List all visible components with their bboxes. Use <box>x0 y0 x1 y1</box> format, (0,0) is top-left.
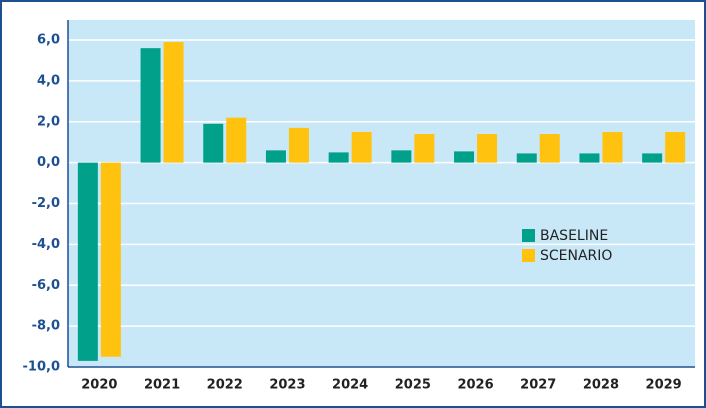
bar <box>203 123 224 163</box>
y-tick-label: 2,0 <box>37 114 60 129</box>
bar <box>454 151 475 163</box>
y-tick-label: -6,0 <box>32 278 60 293</box>
bar <box>477 134 498 163</box>
x-tick-label: 2025 <box>395 378 431 393</box>
bar <box>351 131 372 163</box>
y-tick-label: 4,0 <box>37 73 60 88</box>
x-tick-label: 2023 <box>269 378 305 393</box>
bar <box>100 162 121 357</box>
x-tick-label: 2027 <box>520 378 556 393</box>
bar <box>579 153 600 163</box>
plot-area <box>68 20 695 367</box>
legend-swatch <box>522 229 535 242</box>
bar <box>391 150 412 163</box>
x-tick-label: 2028 <box>583 378 619 393</box>
y-tick-label: -2,0 <box>32 196 60 211</box>
y-tick-label: -10,0 <box>23 360 60 375</box>
y-tick-label: -8,0 <box>32 319 60 334</box>
bar <box>288 127 309 163</box>
bar <box>539 134 560 163</box>
x-tick-label: 2022 <box>207 378 243 393</box>
bar <box>414 134 435 163</box>
bar <box>642 153 663 163</box>
bar <box>163 42 184 163</box>
legend-swatch <box>522 249 535 262</box>
y-tick-label: -4,0 <box>32 237 60 252</box>
bar <box>140 48 161 163</box>
x-tick-label: 2021 <box>144 378 180 393</box>
bar <box>265 150 286 163</box>
bar <box>516 153 537 163</box>
y-tick-label: 0,0 <box>37 155 60 170</box>
bar <box>77 162 98 361</box>
legend-label: BASELINE <box>540 228 608 244</box>
x-tick-label: 2020 <box>81 378 117 393</box>
x-tick-label: 2026 <box>457 378 493 393</box>
legend-label: SCENARIO <box>540 248 612 264</box>
x-tick-label: 2024 <box>332 378 368 393</box>
bar <box>602 131 623 163</box>
x-tick-label: 2029 <box>646 378 682 393</box>
bar <box>328 152 349 163</box>
bar <box>226 117 247 163</box>
bar <box>665 131 686 163</box>
y-tick-label: 6,0 <box>37 33 60 48</box>
